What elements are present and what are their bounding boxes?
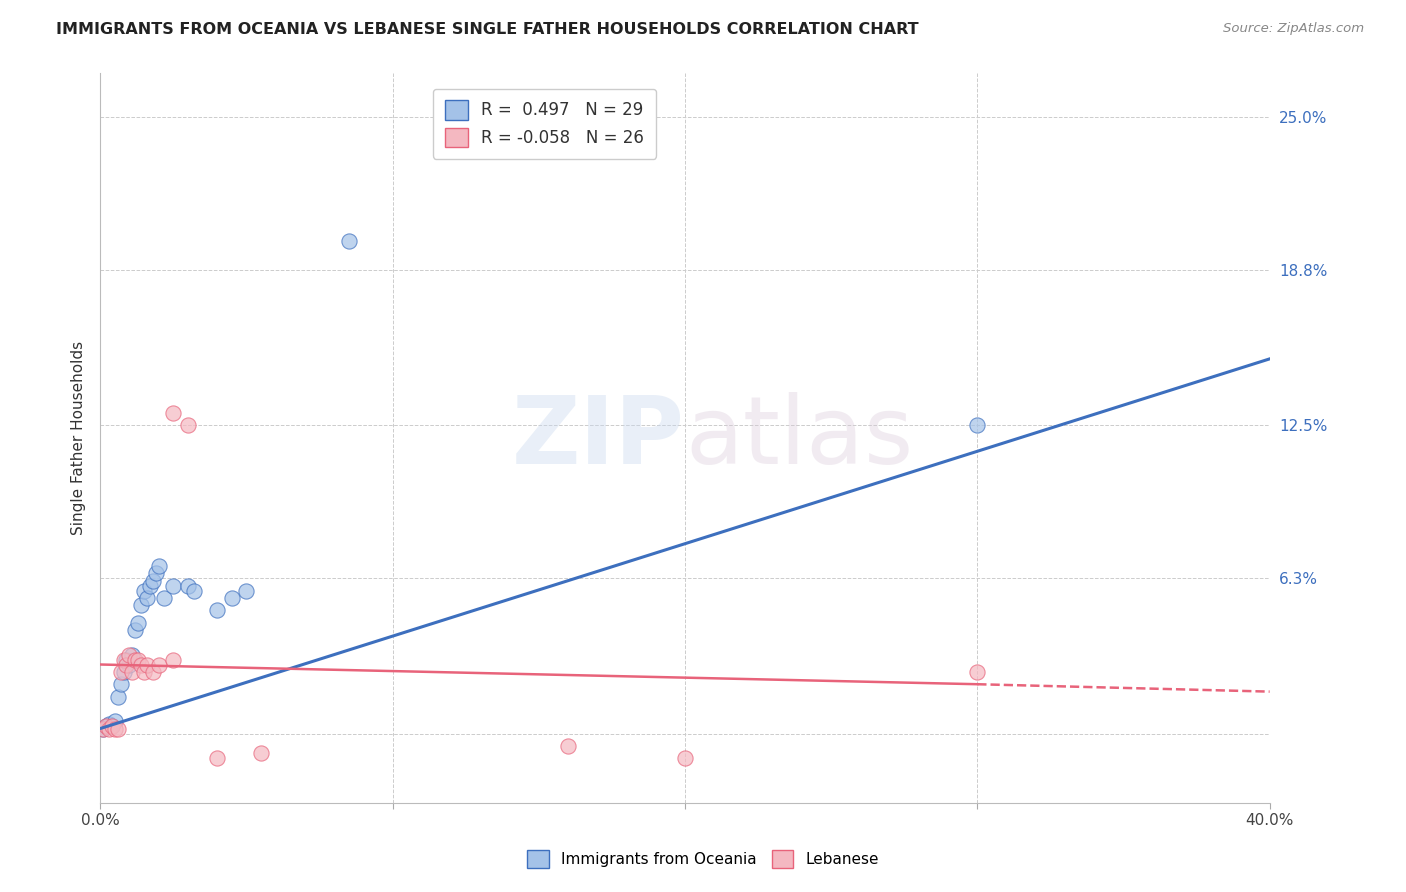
Point xyxy=(129,657,152,672)
Point xyxy=(91,722,114,736)
Point xyxy=(142,665,165,679)
Point xyxy=(101,719,124,733)
Point xyxy=(101,719,124,733)
Point xyxy=(97,722,120,736)
Point xyxy=(124,623,146,637)
Point xyxy=(121,665,143,679)
Point xyxy=(148,558,170,573)
Point xyxy=(112,652,135,666)
Point xyxy=(91,722,114,736)
Point xyxy=(145,566,167,581)
Point xyxy=(183,583,205,598)
Text: Source: ZipAtlas.com: Source: ZipAtlas.com xyxy=(1223,22,1364,36)
Point xyxy=(110,677,132,691)
Point xyxy=(127,652,149,666)
Point xyxy=(115,652,138,666)
Point xyxy=(142,574,165,588)
Text: IMMIGRANTS FROM OCEANIA VS LEBANESE SINGLE FATHER HOUSEHOLDS CORRELATION CHART: IMMIGRANTS FROM OCEANIA VS LEBANESE SING… xyxy=(56,22,920,37)
Point xyxy=(107,690,129,704)
Point xyxy=(673,751,696,765)
Point xyxy=(221,591,243,605)
Point xyxy=(177,579,200,593)
Point xyxy=(97,716,120,731)
Point xyxy=(104,714,127,729)
Point xyxy=(135,657,157,672)
Point xyxy=(337,234,360,248)
Point xyxy=(205,751,228,765)
Point xyxy=(148,657,170,672)
Point xyxy=(94,719,117,733)
Point xyxy=(132,665,155,679)
Point xyxy=(107,722,129,736)
Point xyxy=(162,579,184,593)
Point xyxy=(162,652,184,666)
Point xyxy=(557,739,579,753)
Point xyxy=(127,615,149,630)
Point xyxy=(205,603,228,617)
Point xyxy=(177,418,200,433)
Point xyxy=(162,406,184,420)
Point xyxy=(139,579,162,593)
Point xyxy=(118,657,141,672)
Point xyxy=(110,665,132,679)
Point xyxy=(135,591,157,605)
Point xyxy=(132,583,155,598)
Legend: R =  0.497   N = 29, R = -0.058   N = 26: R = 0.497 N = 29, R = -0.058 N = 26 xyxy=(433,88,657,159)
Point xyxy=(121,648,143,662)
Point xyxy=(235,583,257,598)
Point xyxy=(94,719,117,733)
Point xyxy=(112,665,135,679)
Text: ZIP: ZIP xyxy=(512,392,685,483)
Legend: Immigrants from Oceania, Lebanese: Immigrants from Oceania, Lebanese xyxy=(520,843,886,875)
Point xyxy=(153,591,176,605)
Y-axis label: Single Father Households: Single Father Households xyxy=(72,341,86,535)
Point xyxy=(118,648,141,662)
Point xyxy=(115,657,138,672)
Point xyxy=(104,722,127,736)
Point xyxy=(129,599,152,613)
Point xyxy=(124,652,146,666)
Point xyxy=(250,746,273,760)
Point xyxy=(966,418,988,433)
Point xyxy=(966,665,988,679)
Text: atlas: atlas xyxy=(685,392,912,483)
